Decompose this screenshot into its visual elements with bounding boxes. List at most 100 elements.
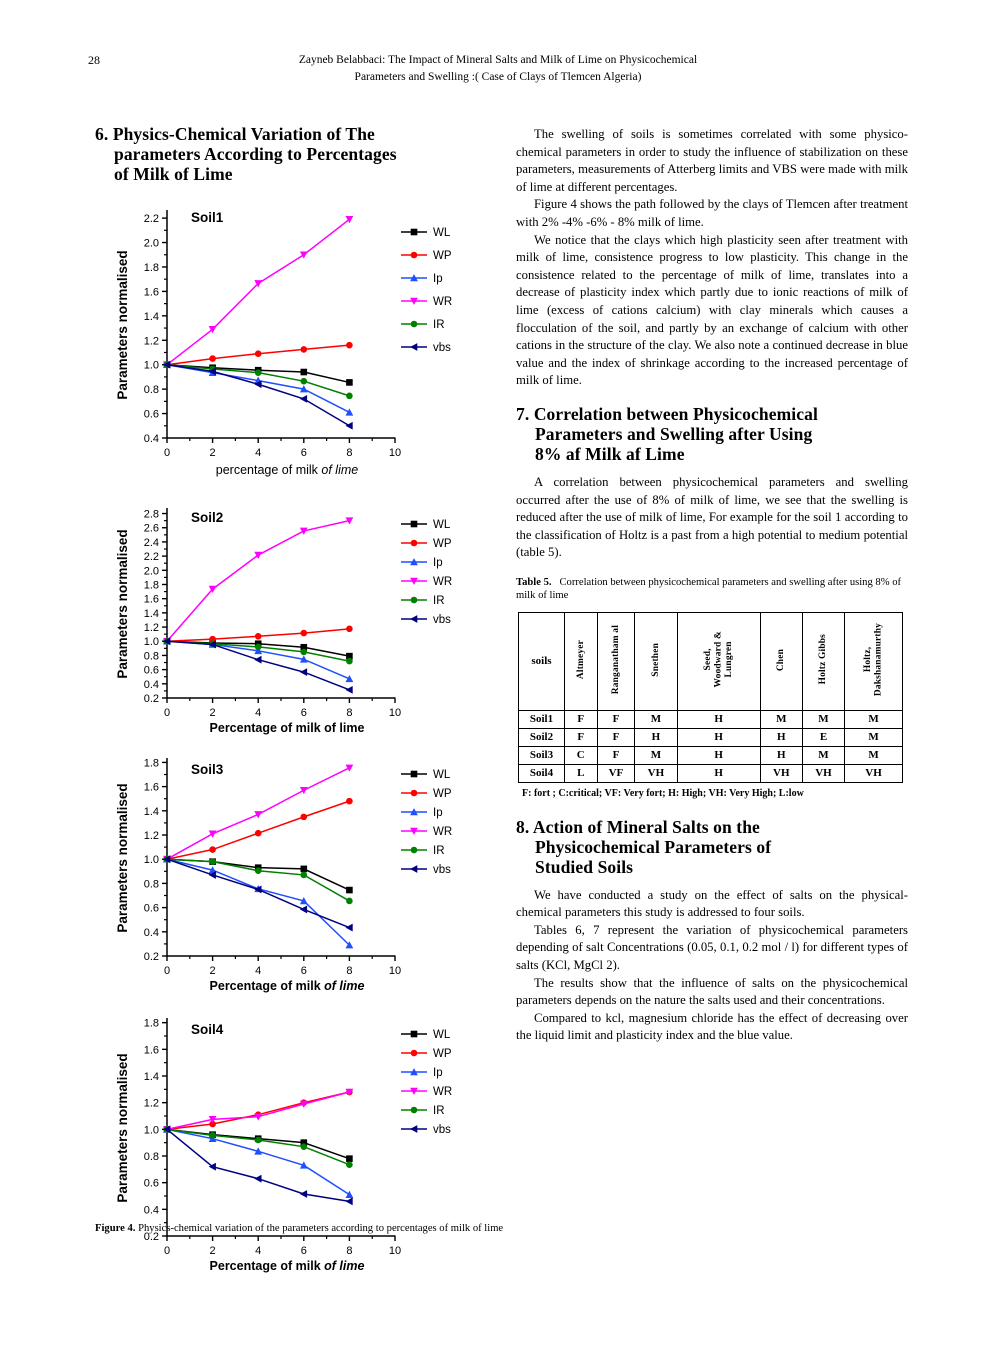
data-point <box>254 1147 263 1155</box>
data-point <box>254 1136 262 1144</box>
y-tick-label: 0.2 <box>144 693 159 705</box>
x-tick-label: 2 <box>210 965 216 977</box>
data-point <box>346 625 353 633</box>
section-8-title-line3: Studied Soils <box>535 856 634 877</box>
x-tick-label: 6 <box>301 1245 307 1257</box>
section-6-number: 6. <box>95 124 109 144</box>
chart-soil4: 0.2 0.4 0.6 0.8 1.0 1.2 1.4 1.6 1.8 0 2 4 6 8 10 Percen… <box>95 1006 500 1284</box>
y-axis-label: Parameters normalised <box>115 529 130 678</box>
y-tick-label: 2.0 <box>144 238 159 250</box>
data-point <box>410 1125 418 1133</box>
legend-label-WL: WL <box>433 769 451 781</box>
chart-title: Soil4 <box>191 1022 224 1037</box>
data-point <box>208 830 217 838</box>
legend-label-WP: WP <box>433 1048 452 1060</box>
x-axis-label-plain: Percentage of milk <box>210 979 325 993</box>
legend-label-Ip: Ip <box>433 557 443 569</box>
chart-soil3: 0.2 0.4 0.6 0.8 1.0 1.2 1.4 1.6 1.8 0 2 4 6 8 10 Percen… <box>95 746 500 1004</box>
x-tick-label: 8 <box>346 707 352 719</box>
y-tick-label: 0.6 <box>144 1178 159 1190</box>
table-5-caption: Table 5. Correlation between physicochem… <box>516 576 908 603</box>
data-point <box>345 421 353 430</box>
data-point <box>254 632 262 640</box>
x-axis-label-italic: of lime <box>324 979 364 993</box>
table-5-header-4: Seed, Woodward & Lungren <box>676 611 761 711</box>
legend-label-vbs: vbs <box>433 1124 451 1136</box>
y-tick-label: 1.4 <box>144 311 159 323</box>
y-tick-label: 0.8 <box>144 384 159 396</box>
data-point <box>163 855 171 864</box>
table-row: Soil1 F F M H M M M <box>518 709 903 729</box>
y-tick-label: 0.8 <box>144 1151 159 1163</box>
data-point <box>209 846 216 853</box>
y-tick-label: 1.6 <box>144 594 159 606</box>
data-point <box>254 1174 262 1183</box>
y-axis-label: Parameters normalised <box>115 1053 130 1202</box>
data-point <box>410 320 418 328</box>
data-point <box>345 764 354 772</box>
table-5-header-label: Holtz, Dakshanamurthy <box>863 623 884 697</box>
legend-label-WL: WL <box>433 1029 451 1041</box>
table-5-cell: H <box>676 709 761 729</box>
legend-label-Ip: Ip <box>433 807 443 819</box>
table-5-cell: H <box>634 727 678 747</box>
legend-label-WR: WR <box>433 576 452 588</box>
y-tick-label: 0.4 <box>144 927 159 939</box>
data-point <box>346 657 353 665</box>
series-line-WR <box>166 218 350 366</box>
running-head-line2: Parameters and Swelling :( Case of Clays… <box>354 71 642 83</box>
y-tick-label: 1.0 <box>144 1124 159 1136</box>
data-point <box>254 280 263 288</box>
data-point <box>410 808 418 816</box>
paragraph-plasticity: We notice that the clays which high plas… <box>516 232 908 388</box>
data-point <box>209 858 216 865</box>
data-point <box>410 846 418 854</box>
section-7-title-line2: Parameters and Swelling after Using <box>535 423 813 444</box>
chart-canvas-soil4: 0.2 0.4 0.6 0.8 1.0 1.2 1.4 1.6 1.8 0 2 4 6 8 10 Percen… <box>115 1018 452 1273</box>
table-5-cell: H <box>676 763 761 783</box>
table-5-header-0: soils <box>518 611 565 711</box>
x-axis-label: Percentage of milk of lime <box>210 721 365 735</box>
y-tick-label: 0.8 <box>144 878 159 890</box>
data-point <box>410 865 418 873</box>
chart-canvas-soil1: 0.4 0.6 0.8 1.0 1.2 1.4 1.6 1.8 2.0 2.2 0 2 4 6 8 10 per… <box>115 210 452 477</box>
data-point <box>300 1143 308 1150</box>
data-point <box>346 652 353 660</box>
table-5-cell: VH <box>759 763 803 783</box>
x-tick-label: 10 <box>389 965 401 977</box>
figure-4-caption-label: Figure 4. <box>95 1223 136 1234</box>
section-7-title-line3: 8% af Milk af Lime <box>535 443 685 464</box>
y-tick-label: 0.4 <box>144 679 159 691</box>
table-5-cell: VF <box>596 763 636 783</box>
data-point <box>254 1113 263 1121</box>
table-5-header-label: Holtz Gibbs <box>818 634 829 685</box>
paragraph-swelling-intro: The swelling of soils is sometimes corre… <box>516 127 908 194</box>
data-point <box>299 786 308 795</box>
data-point <box>299 1190 308 1198</box>
y-axis-label: Parameters normalised <box>115 250 130 399</box>
legend-label-WP: WP <box>433 788 452 800</box>
data-point <box>345 408 354 416</box>
data-point <box>300 1139 308 1146</box>
data-point <box>345 517 354 525</box>
data-point <box>346 379 353 386</box>
legend-label-IR: IR <box>433 319 445 331</box>
table-5-header-label: Ranganatham al <box>610 625 621 695</box>
x-tick-label: 4 <box>255 707 261 719</box>
y-tick-label: 2.2 <box>144 551 159 563</box>
x-tick-label: 6 <box>301 447 307 459</box>
legend-label-IR: IR <box>433 595 445 607</box>
legend-label-WR: WR <box>433 1086 452 1098</box>
data-point <box>300 643 308 651</box>
table-5-cell: F <box>596 745 636 765</box>
table-5-cell: F <box>564 709 598 729</box>
data-point <box>208 871 216 879</box>
table-5-header-label: Chen <box>776 648 787 671</box>
table-5-cell: F <box>596 709 636 729</box>
table-5-header-label: Seed, Woodward & Lungren <box>702 631 734 688</box>
y-tick-label: 1.2 <box>144 622 159 634</box>
x-axis-label-plain: Percentage of milk <box>210 1259 325 1273</box>
data-point <box>299 1161 308 1169</box>
data-point <box>163 637 171 646</box>
y-tick-label: 0.4 <box>144 433 159 445</box>
